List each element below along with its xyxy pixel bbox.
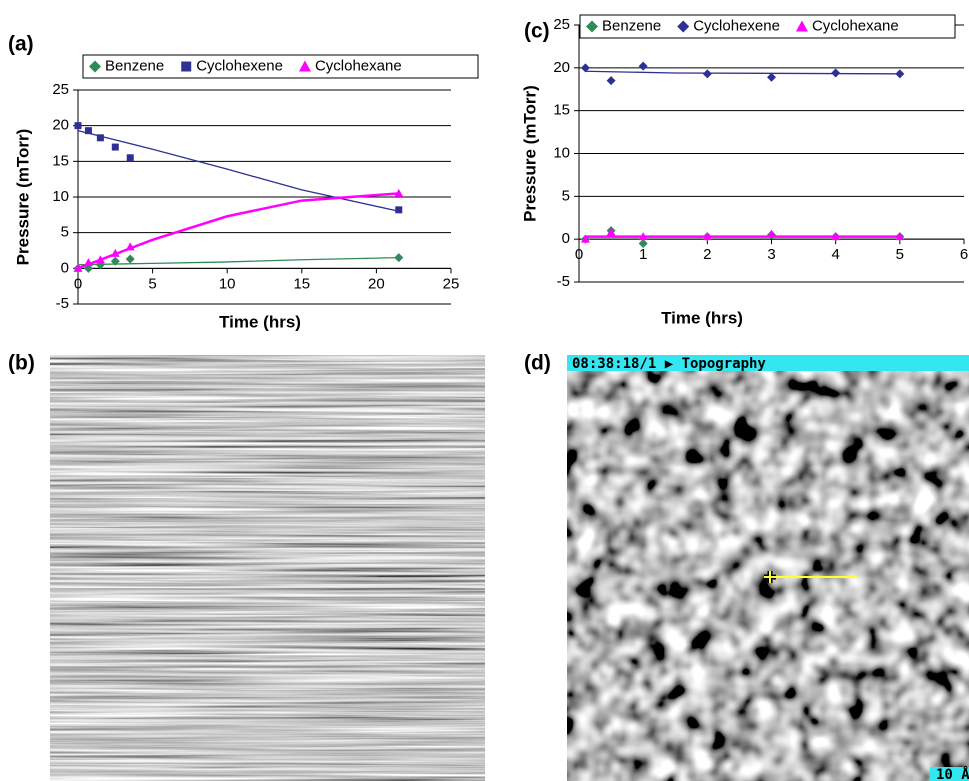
data-point: [606, 227, 616, 236]
y-tick-label: 20: [52, 117, 69, 134]
data-point: [126, 154, 134, 162]
data-point: [606, 76, 616, 86]
data-point: [125, 254, 135, 264]
y-tick-label: 0: [562, 230, 570, 247]
y-tick-label: 20: [553, 59, 570, 76]
x-tick-label: 20: [368, 275, 385, 292]
x-axis-label: Time (hrs): [219, 312, 301, 331]
legend-label: Cyclohexane: [315, 57, 402, 74]
afm-image-texture: [50, 355, 485, 781]
x-tick-label: 1: [639, 246, 647, 263]
x-tick-label: 4: [831, 246, 839, 263]
data-point: [110, 248, 120, 257]
y-axis-label: Pressure (mTorr): [520, 85, 539, 222]
x-tick-label: 3: [767, 246, 775, 263]
x-tick-label: 25: [443, 275, 460, 292]
legend-label: Benzene: [105, 57, 164, 74]
y-tick-label: -5: [557, 273, 570, 290]
data-point: [638, 238, 648, 248]
legend-marker: [586, 20, 598, 33]
panel-label: (d): [524, 352, 551, 375]
cross-cursor: [764, 571, 776, 583]
data-point: [895, 69, 905, 79]
legend-label: Cyclohexane: [812, 17, 899, 34]
trendline: [585, 70, 900, 75]
data-point: [831, 232, 841, 241]
data-point: [84, 127, 92, 135]
data-point: [638, 61, 648, 71]
y-tick-label: 25: [52, 81, 69, 98]
x-tick-label: 6: [960, 246, 968, 263]
legend-label: Cyclohexene: [196, 57, 283, 74]
data-point: [831, 68, 841, 78]
y-tick-label: 25: [553, 16, 570, 33]
legend-box: [579, 14, 956, 39]
scale-box: [930, 767, 969, 781]
data-point: [702, 232, 712, 241]
trendline: [77, 192, 399, 270]
data-point: [110, 256, 120, 266]
data-point: [580, 234, 590, 243]
image-header-bar: [567, 355, 969, 371]
data-point: [74, 122, 82, 130]
y-tick-label: 5: [61, 224, 69, 241]
data-point: [73, 263, 83, 272]
y-tick-label: 0: [61, 259, 69, 276]
x-tick-label: 5: [896, 246, 904, 263]
y-tick-label: 15: [553, 102, 570, 119]
legend-marker: [677, 20, 690, 33]
data-point: [394, 253, 404, 263]
trendline: [77, 256, 399, 266]
panel-label: (a): [8, 33, 34, 56]
x-axis-label: Time (hrs): [661, 308, 743, 327]
legend-marker: [89, 60, 101, 73]
y-tick-label: 10: [52, 188, 69, 205]
x-tick-label: 15: [293, 275, 310, 292]
legend-box: [82, 54, 479, 79]
y-tick-label: 5: [562, 187, 570, 204]
trendline: [77, 130, 399, 212]
panel-label: (c): [524, 20, 550, 43]
x-tick-label: 0: [74, 275, 82, 292]
data-point: [96, 134, 104, 142]
data-point: [125, 242, 135, 251]
data-point: [580, 63, 590, 73]
panel-label: (b): [8, 352, 35, 375]
data-point: [83, 258, 93, 267]
data-point: [895, 232, 905, 241]
legend-marker: [795, 20, 808, 32]
data-point: [394, 188, 404, 197]
scale-label: 10 Å: [936, 766, 969, 781]
x-tick-label: 5: [148, 275, 156, 292]
y-tick-label: 10: [553, 144, 570, 161]
data-point: [95, 255, 105, 264]
legend-label: Benzene: [602, 17, 661, 34]
data-point: [767, 229, 776, 238]
x-tick-label: 0: [575, 246, 583, 263]
data-point: [767, 72, 776, 82]
x-tick-label: 2: [703, 246, 711, 263]
legend-marker: [298, 60, 311, 72]
y-axis-label: Pressure (mTorr): [13, 129, 32, 266]
y-tick-label: 15: [52, 152, 69, 169]
legend-label: Cyclohexene: [693, 17, 780, 34]
data-point: [111, 143, 119, 151]
legend-marker: [181, 61, 192, 72]
image-header: 08:38:18/1 ▶ Topography: [572, 356, 766, 372]
data-point: [395, 206, 403, 214]
data-point: [638, 232, 648, 241]
data-point: [702, 69, 712, 79]
y-tick-label: -5: [56, 295, 69, 312]
x-tick-label: 10: [219, 275, 236, 292]
